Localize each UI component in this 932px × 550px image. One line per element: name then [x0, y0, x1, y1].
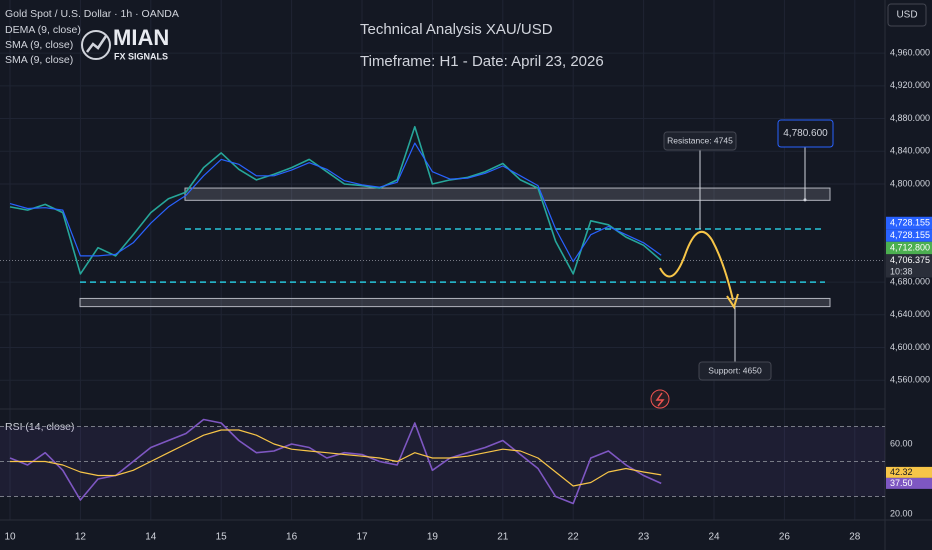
y-tick-label: 4,800.000 — [890, 178, 930, 188]
rsi-title: RSI (14, close) — [5, 421, 74, 433]
x-tick-label: 26 — [779, 532, 791, 543]
price-badge — [886, 254, 932, 267]
chart-title: Technical Analysis XAU/USD — [360, 21, 553, 38]
indicator-legend: DEMA (9, close) — [5, 24, 81, 36]
logo-ring — [81, 30, 111, 60]
projection-path — [659, 230, 734, 301]
price-box-label: 4,780.600 — [783, 128, 828, 139]
series-line — [9, 142, 662, 263]
price-badge-label: 4,728.155 — [890, 217, 930, 227]
countdown-badge — [886, 266, 932, 278]
price-badge — [886, 466, 932, 478]
series-line — [10, 429, 662, 487]
y-tick-label: 60.00 — [890, 438, 913, 448]
event-bolt — [655, 392, 665, 407]
price-badge-label: 37.50 — [890, 478, 913, 488]
y-tick-label: 4,840.000 — [890, 146, 930, 156]
series-line — [9, 418, 662, 505]
symbol-legend: Gold Spot / U.S. Dollar · 1h · OANDA — [5, 8, 179, 20]
price-badge-label: 42.32 — [890, 467, 913, 477]
logo-tagline: FX SIGNALS — [114, 51, 168, 61]
grid — [0, 0, 885, 520]
x-tick-label: 16 — [286, 532, 298, 543]
x-tick-label: 12 — [75, 532, 87, 543]
price-badge — [886, 241, 932, 255]
projection-arrowhead — [726, 293, 739, 310]
x-tick-label: 24 — [708, 532, 720, 543]
x-tick-label: 15 — [216, 532, 228, 543]
marks: 10 12 14 15 16 17 19 21 22 23 24 26 28 4,560.000 4,600… — [0, 48, 932, 543]
x-tick-label: 28 — [849, 532, 861, 543]
annotation-box — [663, 131, 737, 151]
zone — [79, 297, 831, 308]
chart-subtitle: Timeframe: H1 - Date: April 23, 2026 — [360, 53, 604, 70]
y-tick-label: 4,960.000 — [890, 48, 930, 58]
price-badge — [886, 216, 932, 230]
event-icon[interactable] — [650, 389, 670, 409]
annotation-text: Resistance: 4745 — [667, 135, 733, 145]
y-tick-label: 4,560.000 — [890, 375, 930, 385]
price-badge — [886, 229, 932, 242]
price-badge — [886, 477, 932, 489]
price-badge-label: 4,728.155 — [890, 230, 930, 240]
x-tick-label: 14 — [145, 532, 157, 543]
currency-box[interactable] — [887, 3, 927, 27]
x-tick-label: 23 — [638, 532, 650, 543]
price-badge-label: 4,712.800 — [890, 242, 930, 252]
y-tick-label: 4,640.000 — [890, 309, 930, 319]
logo: MIAN FX SIGNALS — [81, 25, 169, 61]
x-tick-label: 17 — [356, 532, 368, 543]
price-badge-label: 4,706.375 — [890, 255, 930, 265]
indicator-legend: SMA (9, close) — [5, 39, 73, 51]
y-tick-label: 4,920.000 — [890, 80, 930, 90]
indicator-legend: SMA (9, close) — [5, 54, 73, 66]
annotation-text: Support: 4650 — [708, 365, 762, 375]
logo-name: MIAN — [113, 25, 169, 50]
x-tick-label: 21 — [497, 532, 509, 543]
currency: USD — [896, 10, 917, 21]
x-tick-label: 22 — [568, 532, 580, 543]
x-tick-label: 10 — [4, 532, 16, 543]
x-tick-label: 19 — [427, 532, 439, 543]
annotation-box — [698, 361, 772, 381]
logo-arrow — [86, 35, 108, 53]
zone — [184, 187, 831, 201]
y-tick-label: 4,880.000 — [890, 113, 930, 123]
y-tick-label: 20.00 — [890, 508, 913, 518]
price-box-dot — [803, 198, 807, 202]
countdown: 10:38 — [890, 266, 913, 276]
y-tick-label: 4,680.000 — [890, 276, 930, 286]
price-box — [777, 119, 834, 148]
y-tick-label: 4,600.000 — [890, 342, 930, 352]
